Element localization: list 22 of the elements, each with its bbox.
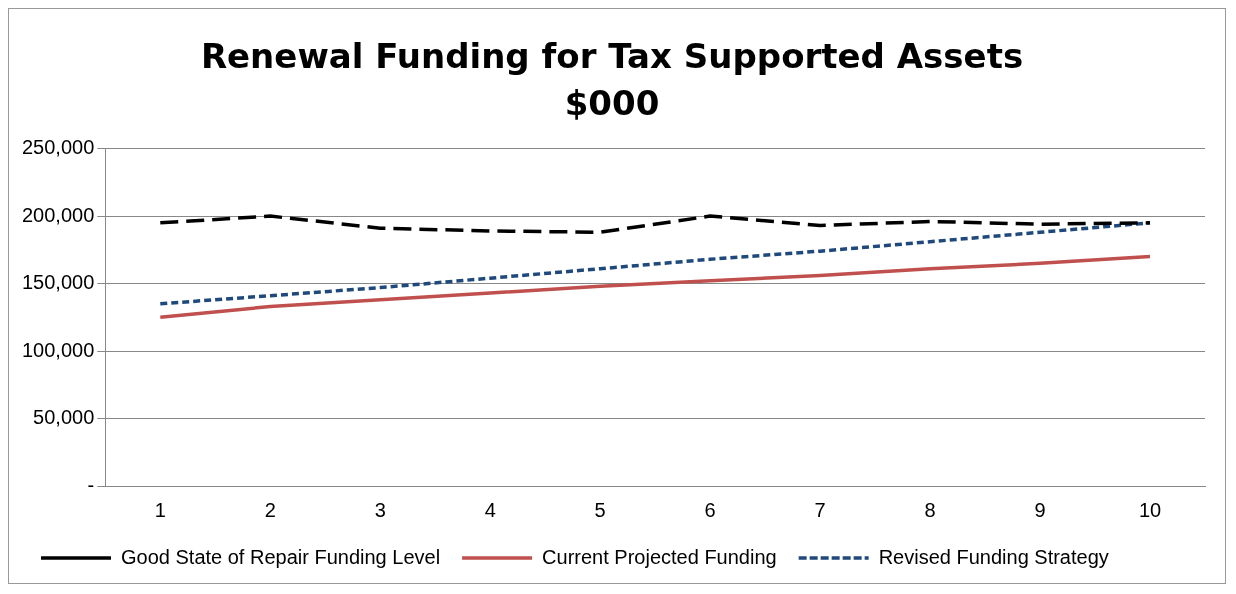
line-series <box>158 214 1152 235</box>
x-tick-label: 8 <box>924 498 936 521</box>
x-tick-label: 7 <box>814 498 826 521</box>
legend-label: Good State of Repair Funding Level <box>121 545 441 568</box>
legend-label: Revised Funding Strategy <box>878 545 1109 568</box>
y-tick-label: 250,000 <box>22 136 95 159</box>
x-tick-label: 10 <box>1138 498 1162 521</box>
y-tick-label: - <box>87 473 95 496</box>
x-tick-label: 2 <box>264 498 276 521</box>
y-tick-label: 200,000 <box>22 203 95 226</box>
x-tick-label: 9 <box>1034 498 1046 521</box>
x-tick-label: 1 <box>154 498 166 521</box>
x-tick-label: 5 <box>594 498 606 521</box>
y-tick-label: 150,000 <box>22 271 95 294</box>
x-tick-label: 6 <box>704 498 716 521</box>
x-tick-label: 3 <box>374 498 386 521</box>
chart-subtitle: $000 <box>564 83 660 124</box>
legend-label: Current Projected Funding <box>542 545 777 568</box>
x-tick-label: 4 <box>484 498 496 521</box>
chart-title: Renewal Funding for Tax Supported Assets <box>200 36 1024 77</box>
y-tick-label: 50,000 <box>33 406 95 429</box>
y-tick-label: 100,000 <box>22 338 95 361</box>
